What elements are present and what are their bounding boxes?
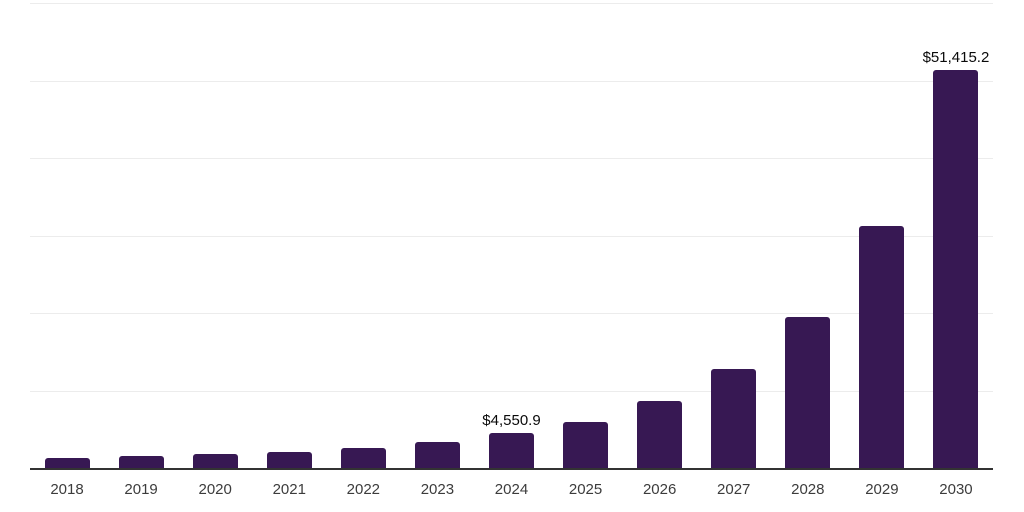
gridline-20000 (30, 313, 993, 314)
x-axis-line (30, 468, 993, 470)
bar-band-2027 (697, 3, 771, 468)
gridline-40000 (30, 158, 993, 159)
x-tick-label-2020: 2020 (198, 481, 232, 498)
bar-2020 (192, 454, 238, 468)
bar-2023 (414, 442, 460, 468)
bar-2028 (785, 316, 831, 468)
x-tick-label-2025: 2025 (568, 481, 603, 498)
bar-band-2029 (845, 3, 919, 468)
bar-band-2020 (178, 3, 252, 468)
bar-2025 (563, 421, 609, 468)
gridline-60000 (30, 3, 993, 4)
bar-band-2024: $4,550.9 (474, 3, 548, 468)
bar-2027 (711, 369, 757, 468)
data-label-2024: $4,550.9 (482, 411, 541, 429)
x-tick-label-2026: 2026 (642, 481, 677, 498)
x-tick-label-2030: 2030 (939, 481, 973, 498)
bar-2030 (933, 69, 979, 468)
x-tick-label-2019: 2019 (124, 481, 158, 498)
x-tick-label-2028: 2028 (791, 481, 825, 498)
bar-2021 (266, 451, 312, 468)
bar-band-2030: $51,415.2 (919, 3, 993, 468)
gridline-10000 (30, 390, 993, 392)
x-tick-label-2021: 2021 (272, 481, 306, 498)
bar-band-2025 (549, 3, 623, 468)
bar-band-2021 (252, 3, 326, 468)
bar-2026 (637, 400, 683, 468)
bar-2022 (340, 448, 386, 468)
data-label-2030: $51,415.2 (922, 48, 990, 66)
bar-2019 (118, 456, 164, 468)
bar-2024 (488, 432, 534, 468)
x-tick-label-2022: 2022 (346, 481, 381, 498)
x-axis-labels: 2018 2019 2020 2021 2022 2023 2024 2025 2026 2027… (30, 481, 993, 505)
gridline-30000 (30, 235, 993, 237)
bar-band-2026 (623, 3, 697, 468)
bar-band-2019 (104, 3, 178, 468)
x-tick-label-2029: 2029 (865, 481, 899, 498)
x-tick-label-2018: 2018 (50, 481, 84, 498)
bar-band-2028 (771, 3, 845, 468)
bar-band-2018 (30, 3, 104, 468)
bar-band-2022 (326, 3, 400, 468)
x-tick-label-2023: 2023 (420, 481, 455, 498)
gridline-50000 (30, 80, 993, 82)
bar-2018 (44, 457, 90, 468)
bar-2029 (859, 226, 905, 468)
plot-area: $4,550.9 $51,415.2 (30, 3, 993, 470)
x-tick-label-2024: 2024 (494, 481, 529, 498)
x-tick-label-2027: 2027 (717, 481, 751, 498)
bar-band-2023 (400, 3, 474, 468)
